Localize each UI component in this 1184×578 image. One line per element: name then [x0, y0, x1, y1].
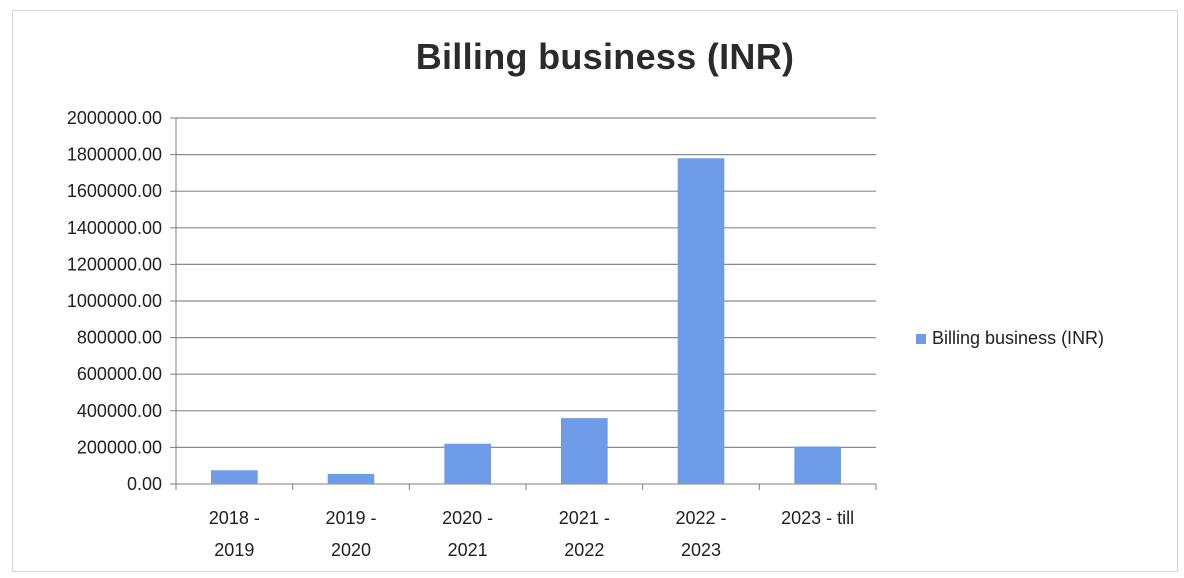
x-category-label: 2020: [331, 540, 371, 560]
x-category-label: 2019 -: [325, 508, 376, 528]
y-tick-label: 1400000.00: [67, 218, 162, 238]
bar: [327, 473, 375, 484]
bar: [677, 158, 725, 484]
y-tick-label: 1800000.00: [67, 145, 162, 165]
y-tick-label: 0.00: [127, 474, 162, 494]
bar: [211, 470, 258, 484]
x-category-label: 2019: [214, 540, 254, 560]
x-category-label: 2021: [448, 540, 488, 560]
x-category-label: 2020 -: [442, 508, 493, 528]
y-tick-label: 800000.00: [77, 328, 162, 348]
legend: Billing business (INR): [916, 328, 1104, 349]
y-tick-label: 2000000.00: [67, 108, 162, 128]
x-category-label: 2023: [681, 540, 721, 560]
y-tick-label: 400000.00: [77, 401, 162, 421]
x-category-label: 2022: [564, 540, 604, 560]
x-category-label: 2018 -: [209, 508, 260, 528]
chart-title: Billing business (INR): [415, 36, 795, 77]
y-tick-label: 200000.00: [77, 437, 162, 457]
bar: [444, 443, 491, 484]
y-tick-label: 1600000.00: [67, 181, 162, 201]
legend-swatch: [916, 333, 926, 344]
y-tick-label: 600000.00: [77, 364, 162, 384]
x-category-label: 2021 -: [559, 508, 610, 528]
x-category-label: 2022 -: [675, 508, 726, 528]
bar: [794, 446, 841, 484]
bar: [561, 418, 608, 484]
x-category-label: 2023 - till: [781, 508, 854, 528]
y-tick-label: 1200000.00: [67, 254, 162, 274]
legend-label: Billing business (INR): [932, 328, 1105, 348]
y-tick-label: 1000000.00: [67, 291, 162, 311]
